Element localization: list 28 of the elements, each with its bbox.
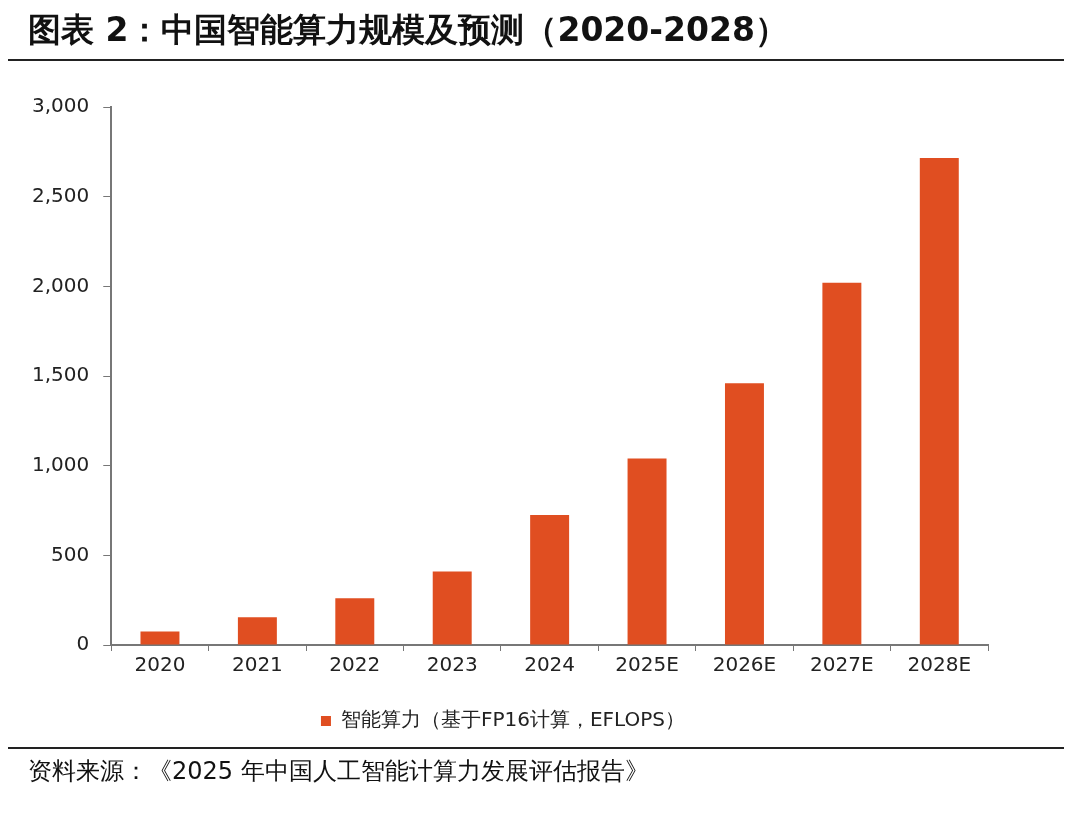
- y-tick-label: 2,500: [31, 182, 90, 207]
- x-tick-label: 2025E: [615, 652, 679, 677]
- bar: [530, 514, 570, 645]
- text: 资料来源：《2025 年中国人工智能计算力发展评估报告》: [28, 756, 650, 787]
- x-tick-label: 2024: [524, 652, 576, 677]
- bar: [724, 383, 764, 645]
- y-tick-label: 500: [51, 541, 90, 566]
- x-tick-label: 2027E: [810, 652, 874, 677]
- x-tick-label: 2026E: [712, 652, 777, 677]
- y-tick-label: 1,000: [31, 451, 90, 476]
- x-tick-label: 2021: [231, 652, 283, 677]
- chart-title: 图表 2：中国智能算力规模及预测（2020-2028）: [8, 8, 1064, 61]
- bar: [237, 617, 277, 645]
- bar: [627, 458, 667, 645]
- bar: [919, 158, 959, 645]
- x-tick-label: 2028E: [907, 652, 972, 677]
- x-tick-label: 2020: [134, 652, 186, 677]
- y-tick-label: 1,500: [31, 362, 90, 387]
- bar: [140, 631, 180, 645]
- x-tick-label: 2023: [426, 652, 478, 677]
- y-tick-label: 2,000: [31, 272, 90, 297]
- legend-label: 智能算力（基于FP16计算，EFLOPS）: [340, 707, 686, 732]
- y-tick-label: 0: [76, 631, 90, 656]
- bar: [822, 282, 862, 645]
- bar: [432, 571, 472, 645]
- y-tick-label: 3,000: [31, 93, 90, 118]
- x-tick-label: 2022: [329, 652, 381, 677]
- bar: [335, 598, 375, 645]
